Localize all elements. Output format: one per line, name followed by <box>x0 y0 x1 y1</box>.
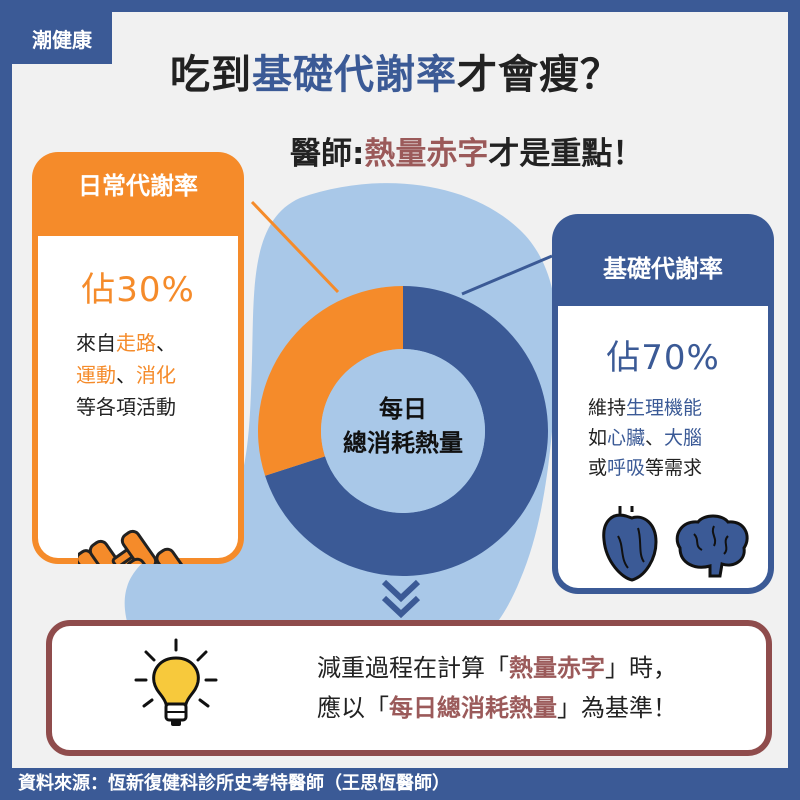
lightbulb-icon <box>134 638 218 726</box>
desc-highlight: 運動 <box>76 363 116 387</box>
basal-metabolism-desc: 維持生理機能 如心臟、大腦 或呼吸等需求 <box>588 393 768 483</box>
daily-metabolism-desc: 來自走路、 運動、消化 等各項活動 <box>76 327 238 423</box>
dumbbell-icon <box>78 529 188 564</box>
daily-metabolism-body: 佔30% 來自走路、 運動、消化 等各項活動 <box>38 236 238 564</box>
desc-text: 等需求 <box>645 457 703 479</box>
desc-highlight: 走路 <box>116 331 156 355</box>
page-subtitle: 醫師:熱量赤字才是重點！ <box>290 128 643 173</box>
donut-chart <box>258 286 548 576</box>
brain-icon <box>675 514 749 578</box>
daily-metabolism-percent: 佔30% <box>81 270 195 310</box>
basal-metabolism-percent: 佔70% <box>606 338 720 378</box>
desc-text: 或 <box>588 457 608 479</box>
source-credit: 資料來源：恆新復健科診所史考特醫師（王思恆醫師） <box>18 773 450 794</box>
desc-highlight: 大腦 <box>664 427 703 449</box>
conclusion-box: 減重過程在計算「熱量赤字」時， 應以「每日總消耗熱量」為基準！ <box>46 620 772 756</box>
donut-center-line2: 總消耗熱量 <box>343 429 463 457</box>
desc-text: 等各項活動 <box>76 395 176 419</box>
subtitle-prefix: 醫師: <box>290 136 365 172</box>
subtitle-highlight: 熱量赤字 <box>364 136 489 172</box>
donut-segment-1 <box>258 286 403 476</box>
desc-text: 如 <box>588 427 608 449</box>
donut-hole <box>321 349 485 513</box>
desc-text: 來自 <box>76 331 116 355</box>
daily-metabolism-header: 日常代謝率 <box>78 171 198 200</box>
donut-center-label: 每日 總消耗熱量 <box>340 392 466 460</box>
desc-highlight: 呼吸 <box>607 457 646 479</box>
title-prefix: 吃到 <box>170 52 252 98</box>
conclusion-text-part: 應以「 <box>317 694 389 722</box>
chevron-down-icon <box>381 579 421 619</box>
conclusion-highlight: 每日總消耗熱量 <box>389 694 557 722</box>
desc-text: 、 <box>116 363 136 387</box>
conclusion-text-part: 」為基準！ <box>557 694 677 722</box>
desc-highlight: 心臟 <box>607 427 646 449</box>
conclusion-highlight: 熱量赤字 <box>509 654 605 682</box>
conclusion-text-part: 減重過程在計算「 <box>317 654 509 682</box>
conclusion-text-part: 」時， <box>605 654 677 682</box>
basal-metabolism-body: 佔70% 維持生理機能 如心臟、大腦 或呼吸等需求 <box>558 306 768 588</box>
donut-center-line1: 每日 <box>379 395 427 423</box>
desc-text: 、 <box>156 331 176 355</box>
desc-text: 、 <box>645 427 665 449</box>
conclusion-text: 減重過程在計算「熱量赤字」時， 應以「每日總消耗熱量」為基準！ <box>252 648 742 728</box>
heart-icon <box>602 506 658 582</box>
daily-metabolism-card: 日常代謝率 佔30% 來自走路、 運動、消化 等各項活動 <box>32 152 244 564</box>
desc-highlight: 生理機能 <box>626 397 703 419</box>
donut-segment-0 <box>265 286 548 576</box>
brand-logo: 潮健康 <box>12 12 112 64</box>
basal-metabolism-header: 基礎代謝率 <box>603 254 723 283</box>
subtitle-suffix: 才是重點！ <box>488 136 644 172</box>
basal-metabolism-card: 基礎代謝率 佔70% 維持生理機能 如心臟、大腦 或呼吸等需求 <box>552 214 774 594</box>
desc-text: 維持 <box>588 397 627 419</box>
title-highlight: 基礎代謝率 <box>252 52 457 98</box>
title-suffix: 才會瘦？ <box>457 52 621 98</box>
desc-highlight: 消化 <box>136 363 176 387</box>
page-title: 吃到基礎代謝率才會瘦？ <box>170 42 621 100</box>
